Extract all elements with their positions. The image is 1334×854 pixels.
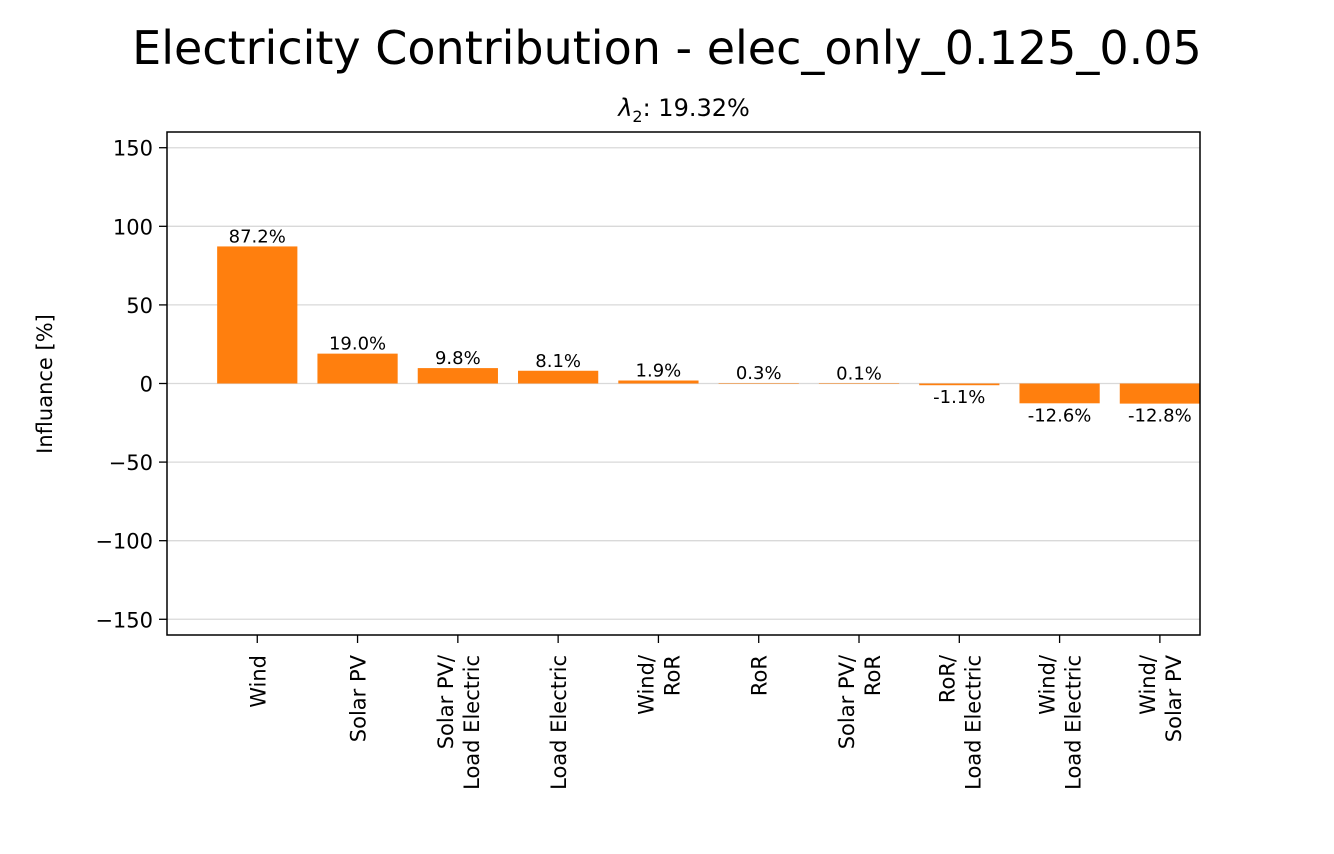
subtitle-subscript: 2 [632, 107, 642, 126]
bar-value-label: 87.2% [229, 226, 286, 247]
bar [718, 383, 799, 384]
x-tick-label-line: RoR [861, 655, 885, 696]
y-tick-label: 50 [126, 294, 153, 318]
y-tick-label: 0 [140, 373, 153, 397]
x-tick-label-line: RoR/ [935, 654, 959, 703]
bar [1019, 383, 1100, 404]
x-tick-label: Solar PV [347, 654, 371, 742]
x-tick-label: RoR [748, 655, 772, 696]
bar [417, 368, 498, 384]
bar-value-label: 0.3% [736, 363, 782, 384]
bar [618, 380, 699, 384]
x-tick-label-line: RoR [748, 655, 772, 696]
bar-value-label: 1.9% [636, 361, 682, 382]
x-tick-label: Wind/Solar PV [1136, 654, 1186, 742]
x-tick-label: Wind/RoR [634, 654, 684, 715]
x-tick-label-line: Wind/ [634, 654, 658, 715]
y-tick-label: −150 [95, 608, 153, 632]
x-tick-label-line: Solar PV/ [434, 654, 458, 749]
y-axis: −150 −100 −50 0 50 100 150 [95, 137, 167, 632]
x-tick-label-line: Solar PV [1162, 654, 1186, 742]
x-tick-label: Wind/Load Electric [1036, 654, 1086, 790]
x-tick-label-line: Wind/ [1136, 654, 1160, 715]
chart-title: Electricity Contribution - elec_only_0.1… [132, 21, 1202, 75]
x-tick-label-line: Load Electric [961, 655, 985, 790]
y-tick-label: 150 [113, 137, 153, 161]
y-tick-label: 100 [113, 215, 153, 239]
y-tick-label: −100 [95, 530, 153, 554]
bar-value-label: -1.1% [933, 387, 985, 408]
chart-subtitle: λ2: 19.32% [616, 94, 750, 126]
bar-value-label: 9.8% [435, 348, 481, 369]
bar [217, 246, 298, 384]
x-tick-label: RoR/Load Electric [935, 654, 985, 790]
bar-value-label: 19.0% [329, 334, 386, 355]
x-tick-label: Solar PV/RoR [835, 654, 885, 749]
x-tick-label: Wind [246, 655, 270, 708]
subtitle-text: : 19.32% [643, 94, 750, 122]
x-tick-label-line: Load Electric [460, 655, 484, 790]
bar-value-label: -12.8% [1128, 406, 1192, 427]
bar [1119, 383, 1200, 404]
x-tick-label-line: Load Electric [547, 655, 571, 790]
y-tick-label: −50 [109, 451, 153, 475]
x-tick-label: Load Electric [547, 655, 571, 790]
x-tick-label-line: Wind/ [1036, 654, 1060, 715]
bar [818, 383, 900, 384]
bar [919, 383, 1000, 386]
x-tick-label-line: RoR [660, 655, 684, 696]
bar-value-label: -12.6% [1028, 405, 1092, 426]
x-tick-label-line: Solar PV/ [835, 654, 859, 749]
x-tick-label: Solar PV/Load Electric [434, 654, 484, 790]
bars [217, 246, 1200, 404]
bar [518, 370, 599, 384]
y-axis-label: Influance [%] [33, 314, 57, 454]
bar-value-label: 8.1% [535, 351, 581, 372]
bar-value-label: 0.1% [836, 363, 882, 384]
bar-value-labels: 87.2% 19.0% 9.8% 8.1% 1.9% 0.3% 0.1% -1.1% -12.6… [229, 226, 1192, 426]
plot-frame [166, 131, 1201, 636]
subtitle-symbol: λ [616, 94, 632, 122]
x-tick-label-line: Wind [246, 655, 270, 708]
x-tick-label-line: Solar PV [347, 654, 371, 742]
x-axis: Wind Solar PV Solar PV/Load Electric Load E… [246, 635, 1186, 790]
bar [317, 353, 398, 384]
x-tick-label-line: Load Electric [1062, 655, 1086, 790]
